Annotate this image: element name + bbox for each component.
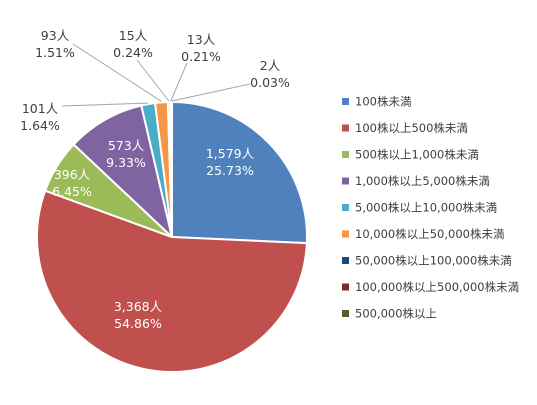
data-label-percent-8: 0.21% (181, 49, 221, 64)
legend-label-5: 5,000株以上10,000株未満 (355, 201, 497, 215)
legend-swatch-6 (342, 230, 349, 238)
leader-line-6 (72, 43, 162, 102)
legend: 100株未満 100株以上500株未満 500株以上1,000株未満 1,000株以上… (342, 95, 519, 321)
slice-2 (35, 189, 308, 373)
data-label-count-5: 101人 (22, 101, 59, 116)
slice-1 (171, 101, 308, 245)
legend-swatch-1 (342, 98, 349, 105)
leader-line-9 (171, 83, 251, 102)
legend-swatch-4 (342, 177, 349, 185)
legend-swatch-2 (342, 124, 349, 132)
data-label-count-7: 15人 (119, 28, 148, 43)
legend-label-9: 500,000株以上 (355, 307, 437, 321)
legend-label-2: 100株以上500株未満 (355, 121, 468, 135)
data-label-percent-2: 54.86% (114, 316, 162, 331)
legend-swatch-7 (342, 257, 349, 264)
data-label-count-9: 2人 (260, 58, 281, 73)
leader-line-5 (61, 102, 149, 107)
data-label-percent-3: 6.45% (52, 184, 92, 199)
leader-lines (61, 43, 251, 107)
data-label-percent-7: 0.24% (113, 45, 153, 60)
data-label-percent-5: 1.64% (20, 118, 60, 133)
legend-swatch-3 (342, 151, 349, 158)
legend-swatch-9 (342, 310, 349, 317)
data-label-count-8: 13人 (187, 32, 216, 47)
data-label-percent-6: 1.51% (35, 45, 75, 60)
data-label-percent-4: 9.33% (106, 155, 146, 170)
legend-label-1: 100株未満 (355, 95, 411, 109)
data-labels: 1,579人 25.73% 3,368人 54.86% 396人 6.45% 573人 9.3… (20, 28, 290, 331)
legend-label-3: 500株以上1,000株未満 (355, 148, 479, 162)
data-label-count-1: 1,579人 (206, 146, 255, 161)
legend-swatch-5 (342, 204, 349, 211)
data-label-count-2: 3,368人 (114, 299, 163, 314)
data-label-percent-9: 0.03% (250, 75, 290, 90)
legend-label-6: 10,000株以上50,000株未満 (355, 227, 504, 241)
leader-line-7 (136, 59, 170, 102)
data-label-count-3: 396人 (54, 167, 91, 182)
data-label-percent-1: 25.73% (206, 163, 254, 178)
leader-line-8 (170, 62, 188, 102)
legend-label-7: 50,000株以上100,000株未満 (355, 254, 512, 268)
legend-label-8: 100,000株以上500,000株未満 (355, 280, 519, 294)
data-label-count-4: 573人 (108, 138, 145, 153)
data-label-count-6: 93人 (41, 28, 70, 43)
legend-label-4: 1,000株以上5,000株未満 (355, 174, 490, 188)
pie-slices (35, 100, 308, 373)
legend-swatch-8 (342, 283, 349, 291)
slice-4 (72, 104, 173, 238)
